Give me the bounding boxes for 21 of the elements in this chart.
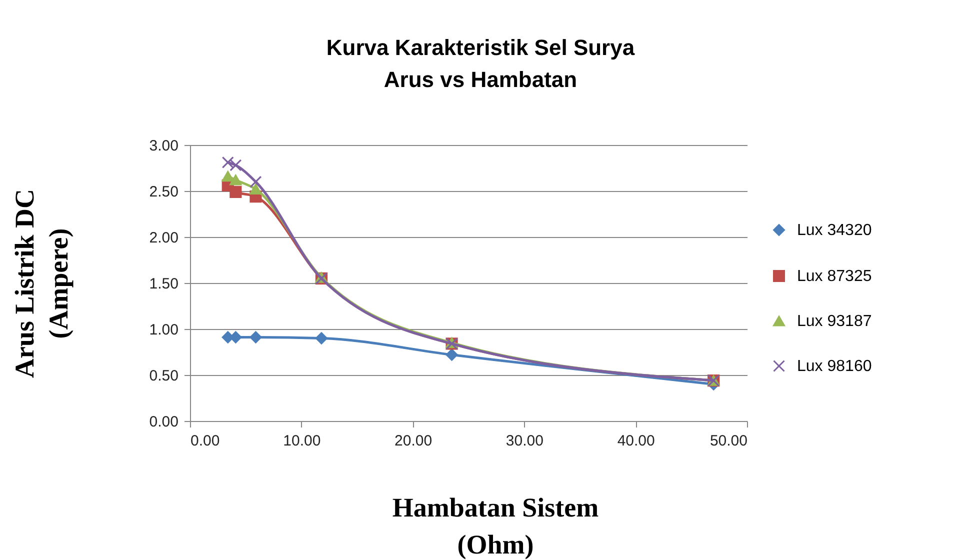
y-tick-label: 3.00 — [149, 138, 178, 154]
legend-label: Lux 98160 — [797, 358, 872, 375]
y-tick-label: 0.50 — [149, 368, 178, 384]
chart-title: Kurva Karakteristik Sel Surya — [326, 35, 636, 60]
x-tick-label: 40.00 — [617, 432, 655, 450]
x-tick-label: 50.00 — [710, 432, 748, 450]
chart-subtitle: Arus vs Hambatan — [384, 67, 578, 92]
y-tick-label: 0.00 — [149, 414, 178, 430]
x-axis-title: Hambatan Sistem (Ohm) — [392, 492, 600, 560]
y-tick-label: 2.50 — [149, 184, 178, 200]
legend-label: Lux 87325 — [797, 268, 872, 285]
x-tick-label: 10.00 — [283, 432, 321, 450]
x-tick-label: 30.00 — [506, 432, 544, 450]
legend-label: Lux 34320 — [797, 222, 872, 239]
legend-label: Lux 93187 — [797, 313, 872, 330]
x-tick-label: 20.00 — [394, 432, 432, 450]
y-tick-label: 1.00 — [149, 322, 178, 338]
y-tick-label: 2.00 — [149, 230, 178, 246]
x-tick-label: 0.00 — [190, 432, 220, 450]
y-axis-title: Arus Listrik DC (Ampere) — [10, 188, 74, 378]
y-tick-label: 1.50 — [149, 276, 178, 292]
